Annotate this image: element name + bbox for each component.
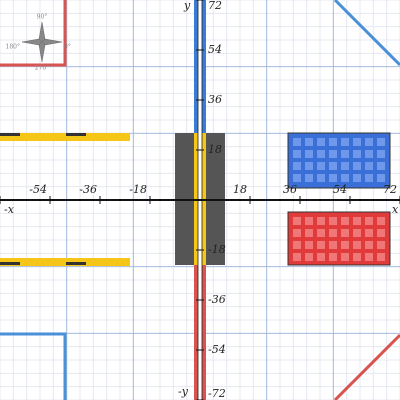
compass-east: 0°: [64, 44, 71, 51]
road-bottom: [0, 258, 130, 266]
panel-cell: [317, 241, 325, 249]
panel-cell: [329, 217, 337, 225]
panel-cell: [293, 138, 301, 146]
panel-cell: [329, 241, 337, 249]
panel-cell: [353, 229, 361, 237]
panel-cell: [353, 150, 361, 158]
y-tick-label: -36: [208, 293, 226, 306]
panel-cell: [329, 253, 337, 261]
panel-cell: [365, 217, 373, 225]
panel-cell: [365, 150, 373, 158]
panel-cell: [317, 229, 325, 237]
blue-panel: [287, 132, 391, 189]
panel-cell: [377, 217, 385, 225]
panel-cell: [353, 138, 361, 146]
compass-north: 90°: [37, 14, 48, 21]
panel-cell: [293, 174, 301, 182]
panel-cell: [365, 241, 373, 249]
panel-cell: [329, 162, 337, 170]
panel-cell: [305, 162, 313, 170]
y-tick-label: 36: [208, 93, 222, 106]
panel-cell: [305, 241, 313, 249]
panel-cell: [377, 150, 385, 158]
x-tick-label: 72: [383, 183, 397, 196]
panel-cell: [341, 138, 349, 146]
panel-cell: [305, 150, 313, 158]
panel-cell: [329, 138, 337, 146]
panel-cell: [305, 253, 313, 261]
panel-cell: [341, 174, 349, 182]
panel-cell: [377, 229, 385, 237]
panel-cell: [353, 162, 361, 170]
panel-cell: [341, 229, 349, 237]
panel-cell: [293, 229, 301, 237]
y-tick-label: -54: [208, 343, 226, 356]
panel-cell: [329, 229, 337, 237]
panel-cell: [353, 253, 361, 261]
panel-cell: [317, 138, 325, 146]
blue-corner: [0, 332, 67, 400]
panel-cell: [293, 150, 301, 158]
panel-cell: [293, 241, 301, 249]
x-tick-label: 36: [283, 183, 297, 196]
compass-west: 180°: [6, 44, 20, 51]
panel-cell: [293, 217, 301, 225]
y-tick-label: 72: [208, 0, 222, 12]
red-panel: [287, 211, 391, 266]
panel-cell: [353, 174, 361, 182]
y-tick-label: 54: [208, 43, 222, 56]
panel-cell: [377, 253, 385, 261]
panel-cell: [365, 229, 373, 237]
y-tick-label: 18: [208, 143, 222, 156]
panel-cell: [305, 174, 313, 182]
panel-cell: [317, 150, 325, 158]
panel-cell: [305, 217, 313, 225]
panel-cell: [365, 253, 373, 261]
panel-cell: [305, 229, 313, 237]
neg-x-label: -x: [4, 203, 15, 216]
road-top: [0, 133, 130, 141]
blue-diagonal: [333, 0, 400, 67]
panel-cell: [341, 253, 349, 261]
neg-y-label: -y: [178, 385, 189, 398]
panel-cell: [365, 174, 373, 182]
panel-cell: [341, 162, 349, 170]
compass-south: 270°: [35, 65, 49, 72]
panel-cell: [365, 138, 373, 146]
panel-cell: [305, 138, 313, 146]
x-tick-label: -18: [129, 183, 147, 196]
panel-cell: [353, 217, 361, 225]
y-tick-label: -18: [208, 243, 226, 256]
panel-cell: [341, 241, 349, 249]
panel-cell: [377, 174, 385, 182]
y-label: y: [183, 0, 191, 12]
x-tick-label: 18: [233, 183, 247, 196]
panel-cell: [329, 174, 337, 182]
panels: [287, 132, 391, 266]
x-label: x: [392, 203, 399, 216]
panel-cell: [317, 253, 325, 261]
panel-cell: [353, 241, 361, 249]
panel-cell: [341, 150, 349, 158]
panel-cell: [317, 162, 325, 170]
panel-cell: [377, 241, 385, 249]
panel-cell: [341, 217, 349, 225]
x-tick-label: 54: [333, 183, 347, 196]
panel-cell: [293, 253, 301, 261]
compass: 90° 270° 180° 0°: [6, 14, 71, 72]
panel-cell: [293, 162, 301, 170]
panel-cell: [377, 138, 385, 146]
panel-cell: [329, 150, 337, 158]
red-diagonal: [333, 333, 400, 400]
panel-cell: [365, 162, 373, 170]
panel-cell: [317, 174, 325, 182]
panel-cell: [377, 162, 385, 170]
panel-cell: [317, 217, 325, 225]
x-tick-label: -54: [29, 183, 47, 196]
x-tick-label: -36: [79, 183, 97, 196]
y-tick-label: -72: [208, 387, 226, 400]
red-corner: [0, 0, 67, 67]
